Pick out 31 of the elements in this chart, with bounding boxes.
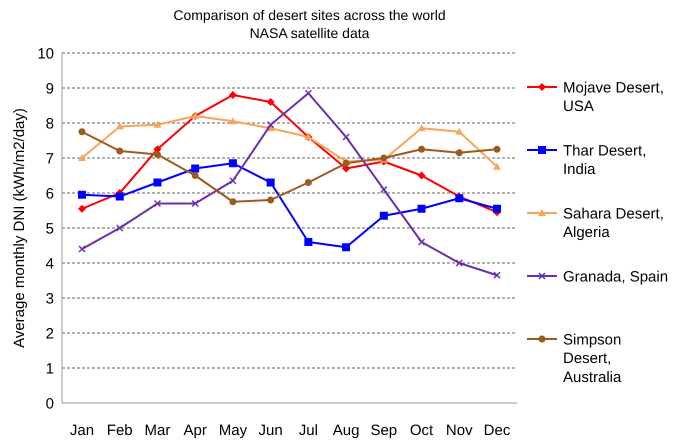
y-axis-title: Average monthly DNI (kWh/m2/day) [11, 108, 28, 348]
y-tick-label: 3 [46, 290, 54, 308]
y-tick-label: 7 [46, 150, 54, 168]
legend-label: Granada, Spain [563, 268, 668, 286]
x-tick-label: Oct [410, 422, 434, 439]
x-tick-label: Sep [370, 422, 398, 439]
chart-subtitle: NASA satellite data [250, 25, 370, 41]
x-tick-label: May [218, 422, 248, 439]
x-tick-label: Feb [106, 422, 133, 439]
y-tick-label: 6 [46, 185, 54, 202]
legend-label: Sahara Desert, Algeria [563, 205, 664, 241]
y-tick-label: 5 [46, 220, 54, 238]
y-tick-label: 0 [46, 395, 54, 412]
x-tick-label: Jul [298, 422, 318, 439]
legend-label: Thar Desert, India [563, 142, 646, 178]
legend-label: Mojave Desert, USA [563, 79, 664, 115]
x-tick-label: Dec [484, 422, 511, 439]
x-tick-label: Mar [144, 422, 170, 439]
y-tick-label: 8 [46, 115, 54, 132]
x-tick-label: Jan [70, 422, 94, 439]
x-tick-label: Nov [446, 422, 474, 439]
x-tick-label: Jun [258, 422, 283, 439]
y-tick-label: 1 [46, 360, 54, 378]
y-tick-label: 9 [46, 80, 54, 98]
x-tick-label: Aug [332, 422, 360, 439]
y-tick-label: 4 [46, 255, 54, 272]
y-tick-label: 2 [46, 325, 54, 342]
chart-title: Comparison of desert sites across the world [173, 7, 446, 23]
x-tick-label: Apr [184, 422, 207, 439]
legend-label: Simpson Desert, Australia [563, 331, 622, 386]
y-tick-label: 10 [37, 45, 54, 62]
